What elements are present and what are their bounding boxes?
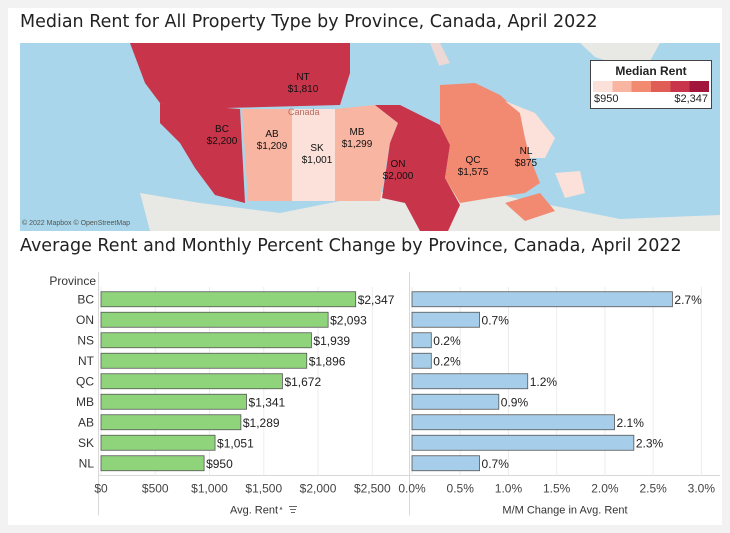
change-tick-label: 2.5% xyxy=(639,482,667,496)
province-nl[interactable] xyxy=(505,101,555,158)
rent-data-label: $1,051 xyxy=(217,436,254,450)
category-label: ON xyxy=(76,313,94,327)
rent-data-label: $950 xyxy=(206,457,233,471)
label-ghost-canada: Canada xyxy=(288,107,320,117)
rent-bar xyxy=(100,414,242,431)
label-on: ON $2,000 xyxy=(382,159,414,182)
category-label: NS xyxy=(77,333,94,347)
rent-bar xyxy=(100,455,205,472)
change-bar xyxy=(411,291,673,308)
change-bar xyxy=(411,332,432,349)
province-sk[interactable] xyxy=(292,109,335,201)
rent-tick-label: $1,500 xyxy=(245,482,282,496)
rent-tick-label: $0 xyxy=(94,482,108,496)
category-label: BC xyxy=(77,292,94,306)
province-qc[interactable] xyxy=(440,83,540,203)
rent-tick-label: $2,500 xyxy=(354,482,391,496)
change-tick-label: 2.0% xyxy=(591,482,619,496)
province-nt[interactable] xyxy=(175,43,350,109)
province-on[interactable] xyxy=(375,105,460,231)
change-data-label: 2.7% xyxy=(674,293,702,307)
province-bc[interactable] xyxy=(160,103,245,203)
rent-data-label: $2,347 xyxy=(358,293,395,307)
map-title: Median Rent for All Property Type by Pro… xyxy=(20,12,598,32)
change-data-label: 0.7% xyxy=(482,457,510,471)
category-label: MB xyxy=(76,395,94,409)
rent-data-label: $1,672 xyxy=(284,375,321,389)
category-label: NL xyxy=(79,456,95,470)
rent-data-label: $1,939 xyxy=(313,334,350,348)
label-mb: MB $1,299 xyxy=(341,127,373,150)
change-data-label: 0.2% xyxy=(433,354,461,368)
label-nl: NL $875 xyxy=(514,146,538,169)
rent-bar xyxy=(100,393,247,410)
bar-chart-title: Average Rent and Monthly Percent Change … xyxy=(20,236,682,256)
rent-tick-label: $500 xyxy=(142,482,169,496)
category-label: QC xyxy=(76,374,94,388)
label-nt: NT $1,810 xyxy=(287,72,319,95)
label-qc: QC $1,575 xyxy=(457,155,489,178)
hudson-bay xyxy=(350,43,440,105)
sort-icon xyxy=(289,506,297,513)
rent-bar xyxy=(100,332,312,349)
change-data-label: 1.2% xyxy=(530,375,558,389)
rent-data-label: $2,093 xyxy=(330,313,367,327)
rent-data-label: $1,289 xyxy=(243,416,280,430)
province-map[interactable] xyxy=(20,43,720,231)
row-header: Province xyxy=(49,274,96,288)
rent-bar xyxy=(100,434,216,451)
rent-tick-label: $2,000 xyxy=(300,482,337,496)
change-data-label: 2.3% xyxy=(636,436,664,450)
change-bar xyxy=(411,434,635,451)
category-label: NT xyxy=(78,354,95,368)
label-sk: SK $1,001 xyxy=(301,143,333,166)
province-maritimes[interactable] xyxy=(505,193,555,221)
pin-icon xyxy=(279,506,283,510)
change-bar xyxy=(411,393,500,410)
rent-bar xyxy=(100,311,329,328)
rent-bar xyxy=(100,291,357,308)
change-tick-label: 3.0% xyxy=(688,482,716,496)
province-nl-island[interactable] xyxy=(555,171,585,198)
change-bar xyxy=(411,373,529,390)
rent-data-label: $1,341 xyxy=(249,395,286,409)
rent-bar xyxy=(100,373,283,390)
legend-color-ramp xyxy=(593,81,709,92)
legend-title: Median Rent xyxy=(615,64,687,78)
greenland-landmass xyxy=(580,43,660,65)
change-bar xyxy=(411,455,480,472)
map-attribution: © 2022 Mapbox © OpenStreetMap xyxy=(22,220,130,227)
change-data-label: 0.7% xyxy=(482,313,510,327)
change-bar xyxy=(411,311,480,328)
rent-bar xyxy=(100,352,308,369)
change-tick-label: 1.0% xyxy=(495,482,523,496)
change-bar xyxy=(411,352,432,369)
change-bar xyxy=(411,414,615,431)
rent-axis-title: Avg. Rent xyxy=(230,505,278,517)
legend-max: $2,347 xyxy=(674,93,708,105)
label-bc: BC $2,200 xyxy=(206,124,238,147)
category-label: SK xyxy=(78,436,94,450)
change-tick-label: 0.0% xyxy=(398,482,426,496)
change-data-label: 0.2% xyxy=(433,334,461,348)
label-ab: AB $1,209 xyxy=(256,129,288,152)
map-legend: Median Rent $950 $2,347 xyxy=(590,60,712,109)
rent-tick-label: $1,000 xyxy=(191,482,228,496)
map-svg xyxy=(130,43,720,231)
rent-data-label: $1,896 xyxy=(309,354,346,368)
change-tick-label: 0.5% xyxy=(447,482,475,496)
province-mb[interactable] xyxy=(335,105,398,201)
change-data-label: 0.9% xyxy=(501,395,529,409)
change-data-label: 2.1% xyxy=(617,416,645,430)
legend-min: $950 xyxy=(594,93,619,105)
change-axis-title: M/M Change in Avg. Rent xyxy=(502,505,627,517)
category-label: AB xyxy=(78,415,94,429)
change-tick-label: 1.5% xyxy=(543,482,571,496)
province-ab[interactable] xyxy=(242,109,292,201)
